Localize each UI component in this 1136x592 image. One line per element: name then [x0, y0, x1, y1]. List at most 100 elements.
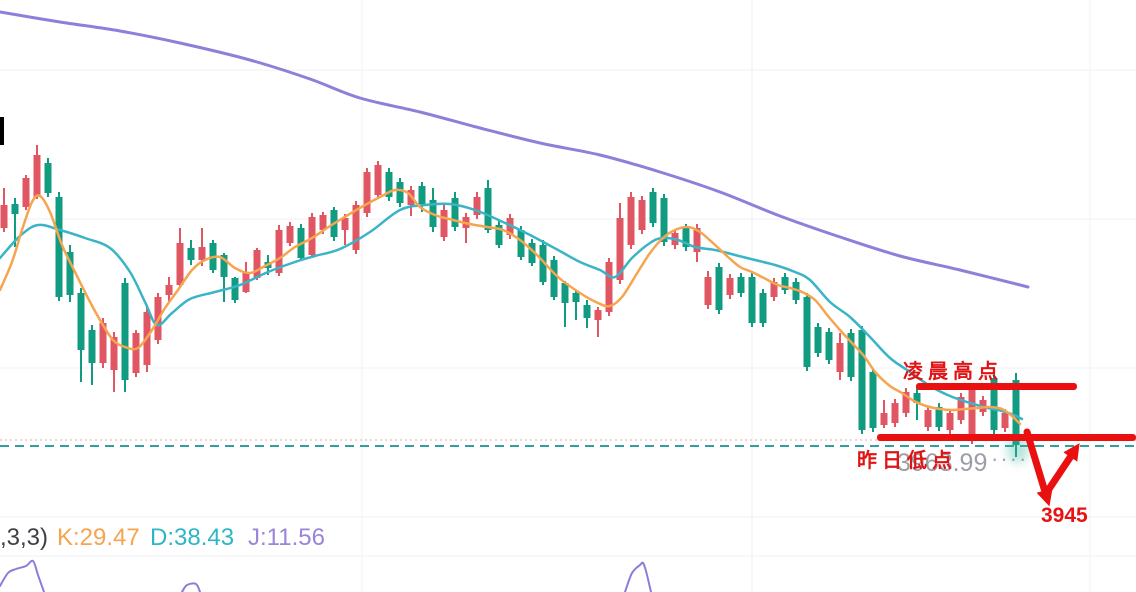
candle	[418, 182, 426, 212]
candle	[869, 368, 877, 432]
candle	[990, 374, 998, 434]
price-dots: ····	[991, 446, 1029, 471]
candle	[572, 290, 580, 320]
candles-layer	[0, 145, 1020, 457]
yesterday-low-line	[877, 434, 1136, 441]
candle	[495, 221, 503, 248]
candle	[858, 326, 866, 434]
candle	[462, 213, 470, 243]
candle	[968, 384, 976, 444]
candle	[693, 224, 701, 262]
candle	[11, 198, 19, 247]
current-price-glow	[1007, 435, 1029, 463]
candle	[165, 277, 173, 302]
candle	[803, 293, 811, 371]
target-price-label: 3945	[1041, 504, 1088, 527]
candle	[902, 388, 910, 417]
candle	[880, 400, 888, 428]
candle	[385, 168, 393, 201]
candle	[836, 333, 844, 380]
candle	[187, 240, 195, 265]
candle	[770, 278, 778, 301]
candle	[220, 253, 228, 302]
candle	[440, 205, 448, 241]
candle	[715, 263, 723, 314]
ma-fast-orange-line	[0, 188, 1022, 426]
candle	[561, 281, 569, 327]
kdj-indicator-params: ,3,3)	[0, 524, 49, 551]
candle	[0, 188, 8, 232]
candle	[847, 329, 855, 381]
candle	[451, 192, 459, 231]
candle	[913, 388, 921, 420]
candle	[352, 201, 360, 254]
candle	[88, 325, 96, 385]
candle	[484, 180, 492, 233]
candle	[363, 168, 371, 217]
candle	[429, 188, 437, 232]
candle	[341, 214, 349, 245]
candle	[99, 318, 107, 368]
kdj-k-value: K:29.47	[57, 524, 140, 551]
candle	[748, 273, 756, 327]
candle	[946, 409, 954, 434]
candle	[616, 203, 624, 284]
candle	[77, 288, 85, 382]
candle	[649, 188, 657, 227]
candle	[132, 330, 140, 377]
candle	[110, 332, 118, 392]
candle	[286, 222, 294, 246]
candle	[638, 196, 646, 234]
candle	[737, 273, 745, 297]
candle	[781, 273, 789, 294]
candle	[627, 192, 635, 249]
candle	[55, 192, 63, 301]
annotation-arrows	[1023, 428, 1080, 507]
candle	[231, 277, 239, 303]
candle	[550, 256, 558, 300]
candle	[814, 323, 822, 357]
yesterday-low-annotation-label: 昨日低点	[857, 450, 957, 472]
candle	[891, 399, 899, 427]
candle	[594, 307, 602, 337]
candle	[33, 145, 41, 199]
kdj-j-line	[0, 559, 652, 592]
candle	[374, 161, 382, 199]
candle	[319, 212, 327, 234]
candle	[121, 278, 129, 392]
candle	[660, 194, 668, 246]
candle	[66, 245, 74, 302]
morning-high-annotation-label: 凌晨高点	[903, 361, 1003, 383]
candle	[726, 274, 734, 299]
candle	[1001, 409, 1009, 432]
candle	[176, 228, 184, 288]
candle	[704, 271, 712, 309]
candle	[253, 248, 261, 280]
left-edge-clipped-text	[0, 117, 4, 145]
candle	[22, 175, 30, 210]
morning-high-line	[916, 383, 1077, 390]
kdj-d-value: D:38.43	[150, 524, 235, 551]
candle	[682, 224, 690, 251]
candle	[924, 406, 932, 431]
ma-mid-cyan-line	[0, 202, 1024, 421]
candle	[935, 403, 943, 431]
candle	[605, 258, 613, 316]
candle	[473, 192, 481, 219]
candle	[198, 228, 206, 266]
ma-slow-purple-line	[0, 10, 1030, 289]
candle	[308, 213, 316, 258]
candle	[242, 262, 250, 293]
price-value-label: 3963.99	[897, 449, 988, 477]
candle	[396, 178, 404, 207]
candle	[825, 328, 833, 364]
kdj-j-value: J:11.56	[248, 524, 325, 551]
candle	[517, 226, 525, 260]
candle	[583, 300, 591, 328]
candle	[275, 225, 283, 276]
candle	[528, 239, 536, 266]
candle	[44, 158, 52, 197]
candle	[759, 289, 767, 327]
